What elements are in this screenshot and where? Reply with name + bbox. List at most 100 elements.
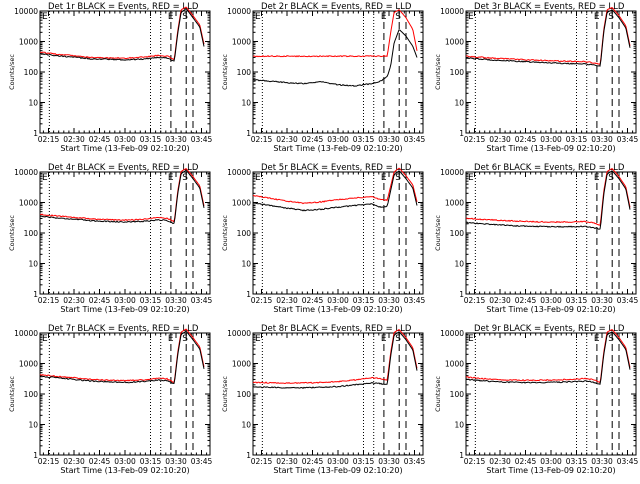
x-tick-label: 03:00 [114, 457, 136, 466]
x-tick-label: 02:30 [63, 135, 85, 144]
x-tick-label: 02:30 [276, 457, 298, 466]
y-tick-label: 100 [450, 229, 465, 238]
x-tick-label: 02:15 [251, 457, 273, 466]
corner-symbol-e: E [381, 12, 387, 22]
corner-symbol-e: E [468, 334, 474, 344]
x-tick-label: 03:30 [378, 457, 400, 466]
y-tick-label: 1 [246, 290, 251, 299]
corner-symbol-e: E [42, 173, 48, 183]
x-axis-label: Start Time (13-Feb-09 02:10:20) [486, 144, 615, 153]
corner-symbol-s: S [182, 173, 188, 183]
y-tick-label: 1000 [445, 38, 464, 47]
x-tick-label: 03:45 [191, 457, 213, 466]
x-tick-label: 03:30 [378, 135, 400, 144]
x-tick-label: 02:45 [89, 135, 111, 144]
y-tick-label: 100 [24, 229, 39, 238]
corner-symbol-e: E [594, 334, 600, 344]
corner-symbol-s: S [395, 173, 401, 183]
corner-symbol-e: E [594, 173, 600, 183]
x-tick-label: 03:30 [591, 457, 613, 466]
x-tick-label: 02:30 [489, 457, 511, 466]
x-tick-label: 03:45 [404, 457, 426, 466]
series-events-line [252, 29, 418, 87]
corner-symbol-e: E [468, 12, 474, 22]
x-tick-label: 03:45 [404, 296, 426, 305]
y-tick-label: 1 [246, 451, 251, 460]
corner-symbol-s: S [395, 12, 401, 22]
x-tick-label: 03:00 [327, 457, 349, 466]
panel-det-2r: Det 2r BLACK = Events, RED = LLD 1 10 100 10… [221, 2, 426, 153]
panel-title: Det 9r BLACK = Events, RED = LLD [474, 324, 625, 334]
x-tick-label: 03:30 [165, 296, 187, 305]
y-tick-label: 1 [459, 129, 464, 138]
plot-frame [39, 171, 211, 295]
corner-symbol-s: S [395, 334, 401, 344]
y-tick-label: 10000 [440, 7, 464, 16]
plot-frame [39, 332, 211, 456]
panel-title: Det 5r BLACK = Events, RED = LLD [261, 163, 412, 173]
x-tick-label: 03:00 [114, 296, 136, 305]
series-events-line [252, 331, 418, 389]
y-tick-label: 1 [459, 290, 464, 299]
x-tick-label: 02:30 [489, 135, 511, 144]
y-tick-label: 10000 [227, 168, 251, 177]
y-axis-label: Counts/sec [8, 54, 16, 90]
series-events-line [465, 9, 631, 67]
series-lld-line [465, 167, 631, 226]
corner-symbol-e: E [255, 173, 261, 183]
x-tick-label: 03:00 [540, 457, 562, 466]
x-tick-label: 02:45 [515, 296, 537, 305]
y-tick-label: 1 [246, 129, 251, 138]
series-events-line [465, 170, 631, 230]
x-tick-label: 02:45 [89, 457, 111, 466]
corner-symbol-e: E [468, 173, 474, 183]
y-tick-label: 100 [450, 68, 465, 77]
panel-det-6r: Det 6r BLACK = Events, RED = LLD 1 10 100 10… [434, 163, 639, 314]
y-tick-label: 1000 [232, 38, 251, 47]
x-tick-label: 03:30 [591, 296, 613, 305]
plot-frame [465, 171, 637, 295]
corner-symbol-e: E [255, 334, 261, 344]
y-tick-label: 10 [28, 99, 38, 108]
x-axis-label: Start Time (13-Feb-09 02:10:20) [60, 466, 189, 475]
y-tick-label: 10000 [14, 329, 38, 338]
series-events-line [39, 330, 205, 385]
y-tick-label: 1 [33, 290, 38, 299]
x-tick-label: 03:15 [353, 296, 375, 305]
corner-symbol-e: E [42, 12, 48, 22]
series-lld-line [40, 6, 205, 61]
x-tick-label: 03:15 [353, 457, 375, 466]
y-tick-label: 100 [237, 390, 252, 399]
y-tick-label: 10000 [14, 7, 38, 16]
y-tick-label: 1000 [232, 360, 251, 369]
y-axis-label: Counts/sec [221, 376, 229, 412]
x-tick-label: 02:45 [515, 457, 537, 466]
plot-frame [252, 332, 424, 456]
plot-frame [252, 10, 424, 134]
x-tick-label: 02:15 [38, 135, 60, 144]
plot-frame [465, 10, 637, 134]
plot-frame [39, 10, 211, 134]
y-tick-label: 1000 [445, 360, 464, 369]
x-tick-label: 02:45 [89, 296, 111, 305]
y-tick-label: 100 [24, 390, 39, 399]
x-tick-label: 02:30 [276, 135, 298, 144]
panel-title: Det 1r BLACK = Events, RED = LLD [48, 2, 199, 12]
x-tick-label: 03:45 [191, 296, 213, 305]
corner-symbol-e: E [42, 334, 48, 344]
x-tick-label: 02:45 [302, 135, 324, 144]
x-tick-label: 02:15 [251, 135, 273, 144]
panel-det-3r: Det 3r BLACK = Events, RED = LLD 1 10 100 10… [434, 2, 639, 153]
y-tick-label: 100 [24, 68, 39, 77]
panel-det-5r: Det 5r BLACK = Events, RED = LLD 1 10 100 10… [221, 163, 426, 314]
x-tick-label: 02:15 [464, 296, 486, 305]
series-lld-line [465, 7, 631, 66]
x-tick-label: 03:30 [378, 296, 400, 305]
x-tick-label: 02:15 [251, 296, 273, 305]
series-lld-line [465, 329, 631, 384]
y-tick-label: 10 [454, 260, 464, 269]
panel-det-4r: Det 4r BLACK = Events, RED = LLD 1 10 100 10… [8, 163, 213, 314]
series-events-line [39, 8, 205, 62]
x-tick-label: 02:15 [464, 135, 486, 144]
x-axis-label: Start Time (13-Feb-09 02:10:20) [273, 144, 402, 153]
